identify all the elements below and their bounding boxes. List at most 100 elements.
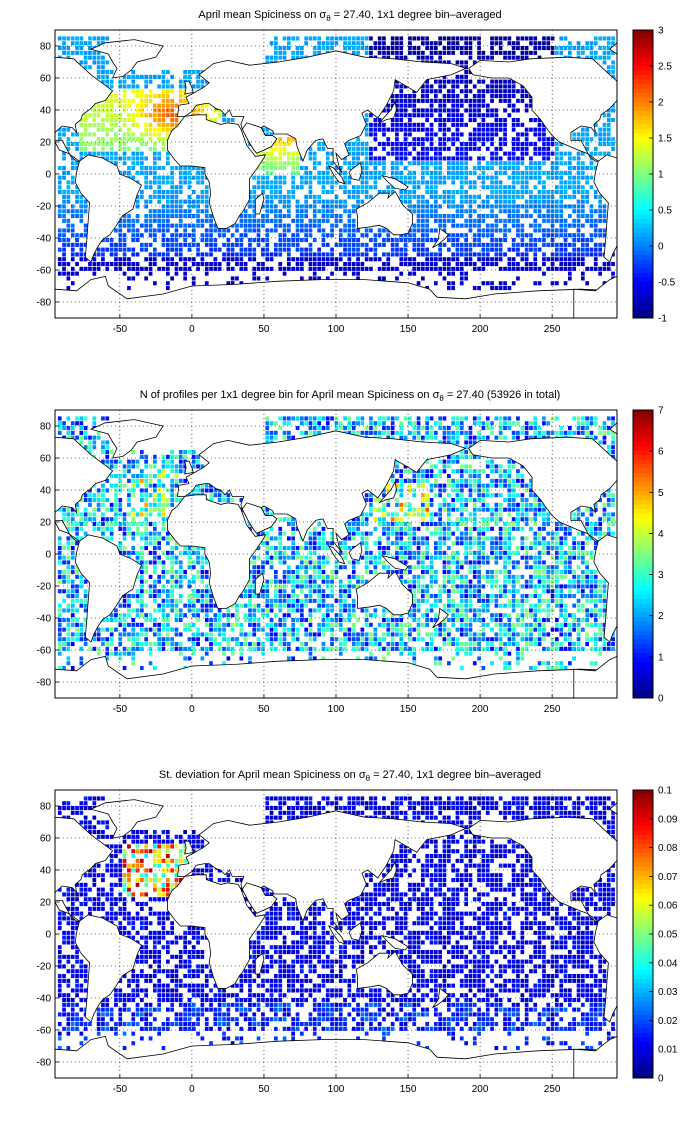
data-cell: [179, 464, 183, 468]
data-cell: [568, 243, 572, 247]
data-cell: [399, 128, 403, 132]
data-cell: [62, 512, 66, 516]
data-cell: [451, 104, 455, 108]
data-cell: [322, 200, 326, 204]
data-cell: [525, 431, 529, 435]
data-cell: [153, 522, 157, 526]
data-cell: [374, 421, 378, 425]
data-cell: [395, 498, 399, 502]
data-cell: [486, 195, 490, 199]
data-cell: [62, 252, 66, 256]
data-cell: [170, 498, 174, 502]
data-cell: [508, 493, 512, 497]
data-cell: [67, 46, 71, 50]
colorbar-segment: [633, 296, 653, 301]
data-cell: [408, 132, 412, 136]
data-cell: [183, 546, 187, 550]
data-cell: [421, 89, 425, 93]
data-cell: [581, 46, 585, 50]
data-cell: [443, 219, 447, 223]
data-cell: [581, 224, 585, 228]
data-cell: [131, 99, 135, 103]
data-cell: [144, 565, 148, 569]
data-cell: [348, 267, 352, 271]
data-cell: [71, 176, 75, 180]
data-cell: [399, 421, 403, 425]
data-cell: [508, 84, 512, 88]
data-cell: [361, 517, 365, 521]
data-cell: [352, 560, 356, 564]
data-cell: [572, 512, 576, 516]
data-cell: [434, 484, 438, 488]
data-cell: [404, 128, 408, 132]
data-cell: [192, 224, 196, 228]
data-cell: [581, 243, 585, 247]
colorbar-tick-label: 0.5: [658, 206, 672, 217]
data-cell: [473, 137, 477, 141]
data-cell: [131, 488, 135, 492]
data-cell: [551, 546, 555, 550]
data-cell: [425, 228, 429, 232]
data-cell: [356, 560, 360, 564]
data-cell: [438, 166, 442, 170]
data-cell: [477, 493, 481, 497]
data-cell: [421, 152, 425, 156]
data-cell: [296, 214, 300, 218]
data-cell: [140, 556, 144, 560]
data-cell: [438, 80, 442, 84]
data-cell: [265, 276, 269, 280]
data-cell: [123, 219, 127, 223]
data-cell: [447, 214, 451, 218]
data-cell: [153, 233, 157, 237]
data-cell: [577, 41, 581, 45]
data-cell: [149, 493, 153, 497]
data-cell: [136, 104, 140, 108]
data-cell: [162, 104, 166, 108]
data-cell: [542, 161, 546, 165]
data-cell: [464, 498, 468, 502]
data-cell: [421, 479, 425, 483]
data-cell: [421, 248, 425, 252]
data-cell: [551, 262, 555, 266]
data-cell: [412, 228, 416, 232]
data-cell: [97, 522, 101, 526]
data-cell: [577, 541, 581, 545]
data-cell: [369, 248, 373, 252]
data-cell: [447, 147, 451, 151]
data-cell: [201, 209, 205, 213]
data-cell: [417, 108, 421, 112]
data-cell: [291, 238, 295, 242]
data-cell: [434, 228, 438, 232]
data-cell: [404, 180, 408, 184]
data-cell: [352, 243, 356, 247]
data-cell: [265, 541, 269, 545]
data-cell: [521, 56, 525, 60]
data-cell: [127, 286, 131, 290]
data-cell: [508, 464, 512, 468]
data-cell: [482, 248, 486, 252]
data-cell: [162, 233, 166, 237]
data-cell: [542, 228, 546, 232]
data-cell: [58, 185, 62, 189]
data-cell: [546, 195, 550, 199]
data-cell: [404, 190, 408, 194]
data-cell: [521, 190, 525, 194]
data-cell: [438, 180, 442, 184]
data-cell: [205, 281, 209, 285]
data-cell: [425, 541, 429, 545]
data-cell: [551, 541, 555, 545]
data-cell: [67, 51, 71, 55]
data-cell: [430, 142, 434, 146]
data-cell: [265, 436, 269, 440]
data-cell: [430, 161, 434, 165]
data-cell: [447, 560, 451, 564]
data-cell: [503, 108, 507, 112]
data-cell: [356, 46, 360, 50]
data-cell: [257, 228, 261, 232]
data-cell: [205, 484, 209, 488]
data-cell: [201, 560, 205, 564]
data-cell: [369, 171, 373, 175]
data-cell: [356, 238, 360, 242]
data-cell: [278, 166, 282, 170]
data-cell: [460, 512, 464, 516]
